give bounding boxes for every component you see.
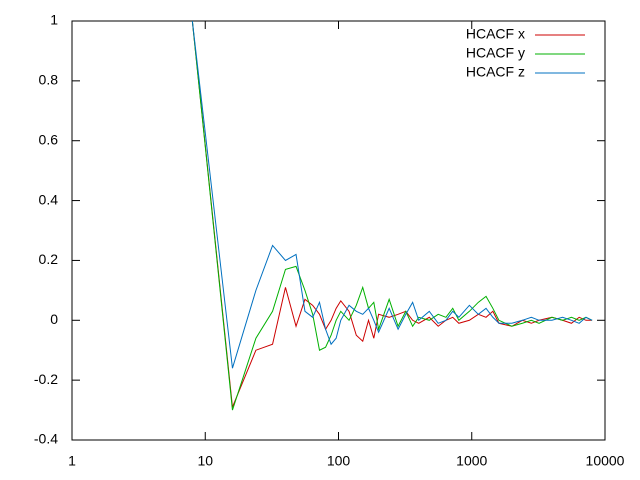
legend-label: HCACF z bbox=[466, 64, 525, 80]
y-tick-label: 0.4 bbox=[39, 191, 59, 207]
y-tick-label: -0.2 bbox=[34, 371, 58, 387]
legend-label: HCACF x bbox=[466, 26, 525, 42]
x-tick-label: 1 bbox=[68, 453, 76, 469]
x-tick-label: 10000 bbox=[586, 453, 625, 469]
y-tick-label: 0.2 bbox=[39, 251, 59, 267]
y-tick-label: 1 bbox=[50, 12, 58, 28]
data-line bbox=[191, 21, 593, 408]
plot-frame bbox=[71, 20, 606, 441]
y-tick-label: 0 bbox=[50, 311, 58, 327]
x-tick-label: 1000 bbox=[456, 453, 487, 469]
data-line bbox=[191, 21, 593, 369]
x-tick-label: 10 bbox=[197, 453, 213, 469]
data-line bbox=[191, 21, 593, 411]
y-tick-label: 0.8 bbox=[39, 72, 59, 88]
x-tick-label: 100 bbox=[327, 453, 351, 469]
legend-label: HCACF y bbox=[466, 45, 525, 61]
y-tick-label: -0.4 bbox=[34, 431, 58, 447]
y-tick-label: 0.6 bbox=[39, 131, 59, 147]
